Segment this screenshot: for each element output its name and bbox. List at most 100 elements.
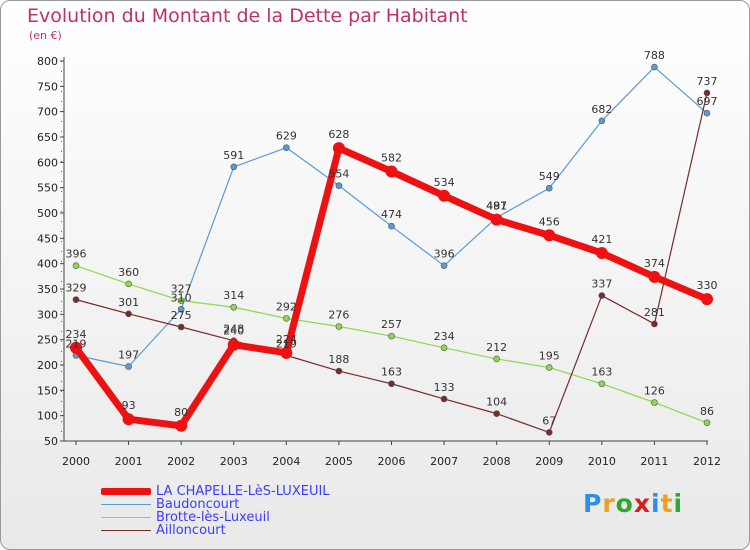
logo-letter: r — [602, 489, 616, 518]
y-tick-label: 300 — [37, 308, 58, 321]
data-label-brotte-l-s-luxeuil: 327 — [171, 283, 192, 296]
data-label-ailloncourt: 337 — [591, 278, 612, 291]
x-tick-label: 2012 — [693, 455, 721, 468]
data-point-la-chapelle-l-s-luxeuil — [648, 270, 661, 283]
data-point-baudoncourt — [283, 144, 290, 151]
chart-title: Evolution du Montant de la Dette par Hab… — [27, 5, 468, 27]
x-tick-label: 2002 — [167, 455, 195, 468]
y-tick-label: 450 — [37, 232, 58, 245]
data-label-brotte-l-s-luxeuil: 86 — [700, 405, 714, 418]
data-label-baudoncourt: 491 — [486, 200, 507, 213]
data-label-brotte-l-s-luxeuil: 163 — [591, 366, 612, 379]
data-label-baudoncourt: 554 — [328, 168, 349, 181]
y-tick-label: 350 — [37, 283, 58, 296]
data-label-baudoncourt: 549 — [539, 170, 560, 183]
data-point-la-chapelle-l-s-luxeuil — [701, 293, 713, 306]
data-point-baudoncourt — [335, 182, 343, 189]
data-point-la-chapelle-l-s-luxeuil — [438, 189, 451, 202]
data-label-la-chapelle-l-s-luxeuil: 628 — [328, 128, 349, 141]
data-point-baudoncourt — [177, 305, 185, 313]
data-label-ailloncourt: 281 — [644, 306, 665, 319]
legend-swatch — [101, 529, 151, 532]
legend-swatch — [101, 503, 151, 506]
data-point-brotte-l-s-luxeuil — [283, 315, 290, 322]
data-label-ailloncourt: 219 — [276, 337, 297, 350]
legend-swatch — [101, 516, 151, 519]
x-tick-label: 2007 — [430, 455, 458, 468]
data-point-brotte-l-s-luxeuil — [598, 380, 606, 388]
data-label-ailloncourt: 275 — [171, 309, 192, 322]
legend-swatch — [101, 488, 151, 495]
data-point-la-chapelle-l-s-luxeuil — [490, 213, 503, 226]
data-point-brotte-l-s-luxeuil — [493, 355, 500, 363]
data-point-ailloncourt — [493, 410, 500, 417]
data-point-brotte-l-s-luxeuil — [651, 399, 658, 406]
data-point-la-chapelle-l-s-luxeuil — [280, 346, 293, 359]
y-tick-label: 750 — [37, 80, 58, 93]
data-point-brotte-l-s-luxeuil — [230, 303, 238, 311]
data-point-brotte-l-s-luxeuil — [545, 364, 553, 371]
data-label-ailloncourt: 737 — [697, 75, 718, 88]
data-point-baudoncourt — [230, 163, 238, 171]
data-label-baudoncourt: 697 — [697, 95, 718, 108]
data-label-la-chapelle-l-s-luxeuil: 93 — [122, 399, 136, 412]
data-point-la-chapelle-l-s-luxeuil — [595, 247, 608, 260]
data-label-ailloncourt: 248 — [223, 323, 244, 336]
data-point-brotte-l-s-luxeuil — [440, 344, 448, 352]
data-label-la-chapelle-l-s-luxeuil: 234 — [66, 328, 87, 341]
legend-label: Baudoncourt — [156, 497, 240, 512]
data-point-la-chapelle-l-s-luxeuil — [70, 341, 82, 354]
data-label-brotte-l-s-luxeuil: 292 — [276, 300, 297, 313]
data-point-ailloncourt — [598, 292, 606, 299]
data-label-baudoncourt: 396 — [434, 248, 455, 261]
data-label-brotte-l-s-luxeuil: 396 — [66, 248, 87, 261]
y-tick-label: 200 — [37, 359, 58, 372]
legend-item-brotte-l-s-luxeuil: Brotte-lès-Luxeuil — [101, 511, 330, 524]
data-label-ailloncourt: 329 — [66, 282, 87, 295]
data-label-brotte-l-s-luxeuil: 126 — [644, 384, 665, 397]
data-point-baudoncourt — [388, 222, 395, 230]
data-point-la-chapelle-l-s-luxeuil — [175, 419, 188, 432]
legend-item-la-chapelle-l-s-luxeuil: LA CHAPELLE-LèS-LUXEUIL — [101, 485, 330, 498]
data-point-ailloncourt — [125, 310, 132, 318]
data-point-brotte-l-s-luxeuil — [177, 297, 185, 304]
logo-letter: i — [673, 489, 684, 518]
logo-letter: P — [583, 489, 603, 518]
y-tick-label: 500 — [37, 207, 58, 220]
data-label-ailloncourt: 163 — [381, 366, 402, 379]
data-label-baudoncourt: 682 — [591, 103, 612, 116]
logo-letter: x — [633, 489, 651, 518]
y-tick-label: 550 — [37, 182, 58, 195]
legend-label: LA CHAPELLE-LèS-LUXEUIL — [156, 484, 330, 499]
chart-subtitle: (en €) — [29, 29, 62, 42]
data-label-la-chapelle-l-s-luxeuil: 374 — [644, 257, 665, 270]
data-label-brotte-l-s-luxeuil: 314 — [223, 289, 244, 302]
data-point-baudoncourt — [545, 184, 553, 192]
data-point-brotte-l-s-luxeuil — [335, 323, 343, 330]
legend-label: Ailloncourt — [156, 523, 226, 538]
data-point-brotte-l-s-luxeuil — [388, 332, 395, 340]
data-point-ailloncourt — [651, 320, 658, 328]
data-label-brotte-l-s-luxeuil: 212 — [486, 341, 507, 354]
data-point-ailloncourt — [388, 380, 395, 388]
legend-item-baudoncourt: Baudoncourt — [101, 498, 330, 511]
data-point-baudoncourt — [651, 63, 658, 71]
data-point-la-chapelle-l-s-luxeuil — [543, 229, 556, 242]
logo-letter: t — [660, 489, 674, 518]
data-label-ailloncourt: 67 — [542, 414, 556, 427]
data-point-ailloncourt — [335, 367, 343, 375]
logo-letter: o — [615, 489, 634, 518]
y-tick-label: 250 — [37, 334, 58, 347]
data-point-baudoncourt — [440, 262, 448, 269]
data-label-la-chapelle-l-s-luxeuil: 534 — [434, 176, 455, 189]
data-label-brotte-l-s-luxeuil: 360 — [118, 266, 139, 279]
data-point-ailloncourt — [440, 395, 448, 403]
data-point-la-chapelle-l-s-luxeuil — [385, 165, 398, 178]
data-point-ailloncourt — [703, 89, 711, 97]
data-label-baudoncourt: 591 — [223, 149, 244, 162]
data-label-la-chapelle-l-s-luxeuil: 456 — [539, 215, 560, 228]
x-tick-label: 2001 — [115, 455, 143, 468]
data-label-la-chapelle-l-s-luxeuil: 330 — [697, 279, 718, 292]
data-label-ailloncourt: 188 — [328, 353, 349, 366]
